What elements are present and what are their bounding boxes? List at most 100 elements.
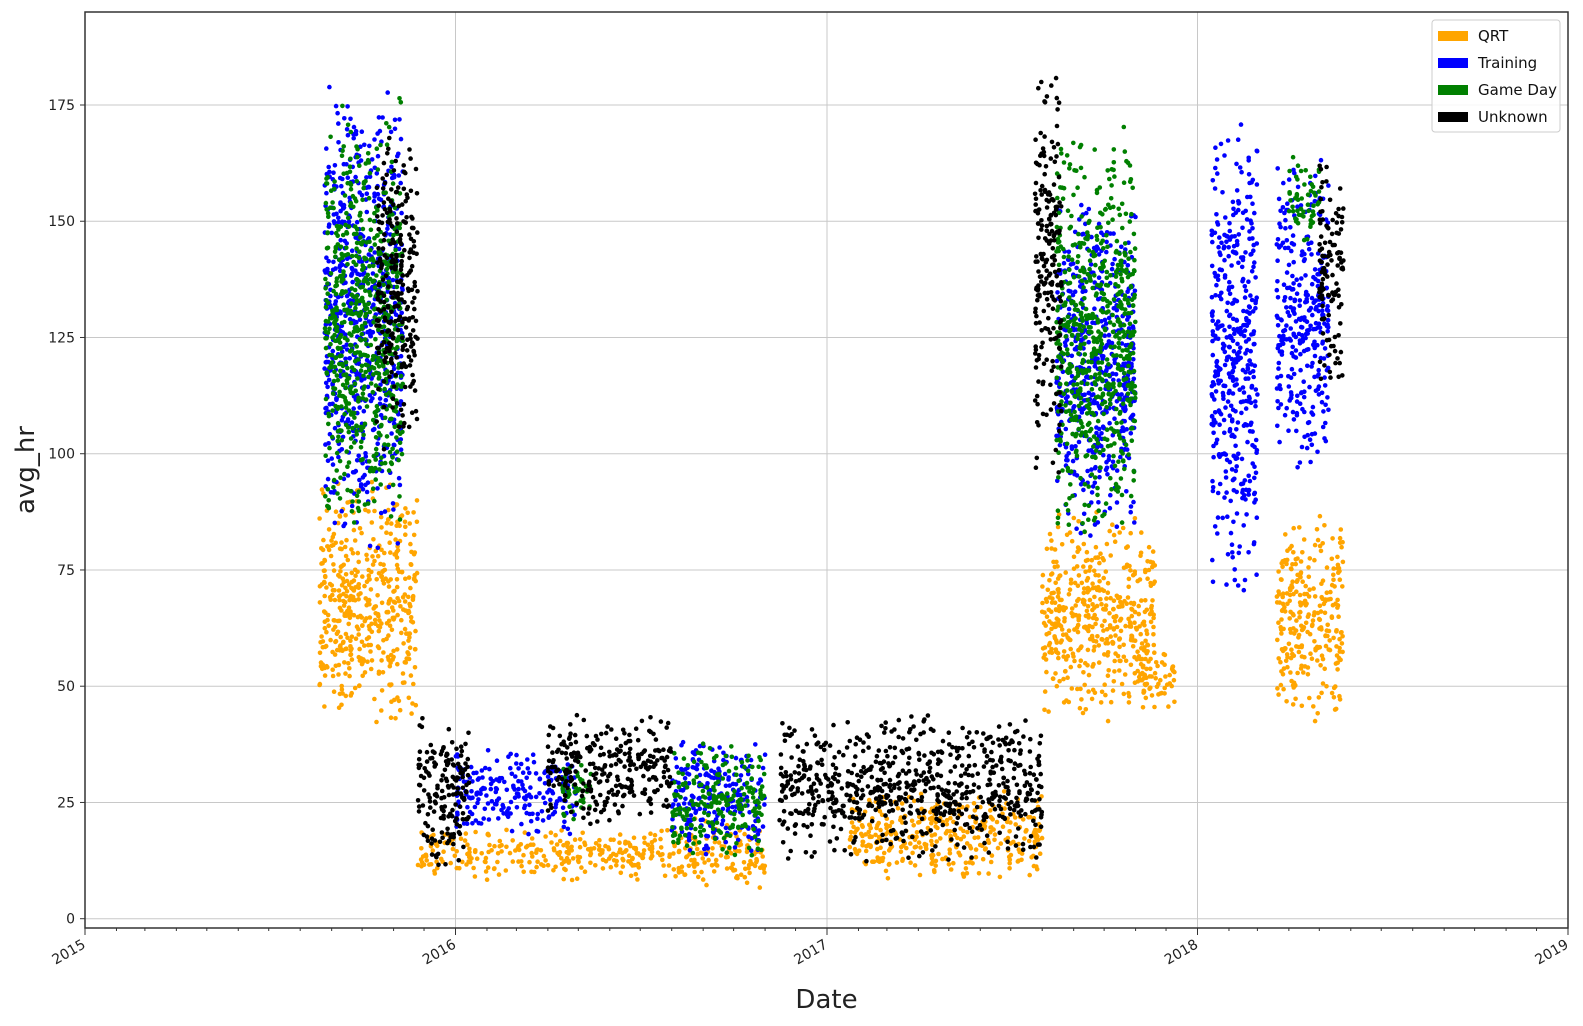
data-point	[528, 818, 534, 824]
data-point	[1315, 711, 1320, 716]
data-point	[1297, 298, 1303, 303]
data-point	[1304, 445, 1310, 451]
data-point	[509, 828, 515, 834]
data-point	[1276, 360, 1282, 366]
data-point	[378, 197, 384, 203]
data-point	[1063, 632, 1069, 637]
data-point	[1302, 257, 1307, 262]
data-point	[338, 634, 344, 640]
data-point	[1276, 405, 1281, 411]
data-point	[1141, 619, 1147, 625]
data-point	[1084, 578, 1090, 583]
data-point	[1238, 122, 1244, 127]
data-point	[325, 281, 330, 286]
data-point	[1059, 638, 1064, 643]
data-point	[1247, 229, 1252, 234]
data-point	[978, 804, 983, 810]
data-point	[328, 637, 333, 643]
data-point	[582, 869, 588, 874]
data-point	[1222, 383, 1228, 389]
data-point	[1235, 341, 1240, 347]
data-point	[1136, 674, 1142, 680]
data-point	[1243, 406, 1249, 411]
data-point	[1128, 509, 1133, 515]
data-point	[621, 858, 626, 863]
data-point	[1108, 553, 1113, 558]
data-point	[1337, 693, 1342, 699]
data-point	[1335, 660, 1340, 665]
data-point	[1212, 374, 1218, 379]
data-point	[1284, 699, 1289, 704]
data-point	[1306, 612, 1311, 617]
data-point	[367, 393, 373, 398]
data-point	[337, 514, 343, 519]
data-point	[1281, 666, 1287, 671]
data-point	[1119, 244, 1124, 250]
data-point	[1314, 306, 1319, 312]
data-point	[1037, 828, 1042, 834]
data-point	[1218, 296, 1224, 302]
data-point	[1312, 718, 1318, 724]
data-point	[400, 671, 406, 676]
data-point	[353, 235, 359, 240]
data-point	[997, 874, 1003, 880]
data-point	[709, 863, 715, 868]
data-point	[1155, 663, 1160, 669]
data-point	[473, 829, 478, 835]
data-point	[393, 552, 399, 557]
data-point	[360, 475, 366, 480]
data-point	[504, 827, 509, 833]
data-point	[1331, 635, 1336, 641]
data-point	[1049, 538, 1054, 543]
data-point	[1249, 269, 1255, 274]
data-point	[1220, 515, 1225, 521]
data-point	[1075, 629, 1081, 635]
data-point	[325, 330, 331, 335]
data-point	[1153, 676, 1158, 681]
data-point	[361, 408, 367, 414]
data-point	[1304, 601, 1309, 606]
data-point	[1117, 644, 1122, 650]
data-point	[353, 174, 358, 180]
data-point	[899, 801, 905, 806]
data-point	[1311, 586, 1316, 591]
data-point	[346, 661, 351, 666]
data-point	[1113, 633, 1118, 638]
data-point	[1318, 157, 1324, 163]
data-point	[909, 818, 915, 824]
data-point	[1065, 458, 1070, 463]
data-point	[457, 865, 462, 871]
data-point	[373, 457, 379, 462]
data-point	[849, 820, 855, 825]
data-point	[326, 164, 332, 170]
data-point	[860, 839, 865, 845]
data-point	[373, 413, 379, 419]
data-point	[1289, 248, 1294, 254]
data-point	[1053, 671, 1058, 676]
data-point	[378, 142, 383, 148]
data-point	[1283, 217, 1288, 223]
data-point	[641, 848, 647, 853]
data-point	[358, 368, 364, 373]
data-point	[1091, 245, 1097, 251]
data-point	[1089, 696, 1095, 702]
data-point	[339, 276, 345, 282]
data-point	[699, 869, 704, 875]
data-point	[1246, 473, 1251, 479]
data-point	[1216, 367, 1222, 373]
data-point	[1212, 186, 1218, 191]
data-point	[1053, 580, 1058, 586]
data-point	[534, 847, 539, 853]
data-point	[1150, 549, 1156, 554]
data-point	[540, 818, 546, 823]
data-point	[352, 224, 358, 229]
data-point	[368, 247, 373, 253]
data-point	[381, 324, 387, 329]
data-point	[481, 816, 487, 821]
data-point	[1108, 699, 1114, 705]
data-point	[1213, 322, 1219, 327]
data-point	[593, 841, 599, 846]
data-point	[1092, 522, 1098, 527]
data-point	[1274, 313, 1280, 319]
data-point	[553, 832, 558, 838]
